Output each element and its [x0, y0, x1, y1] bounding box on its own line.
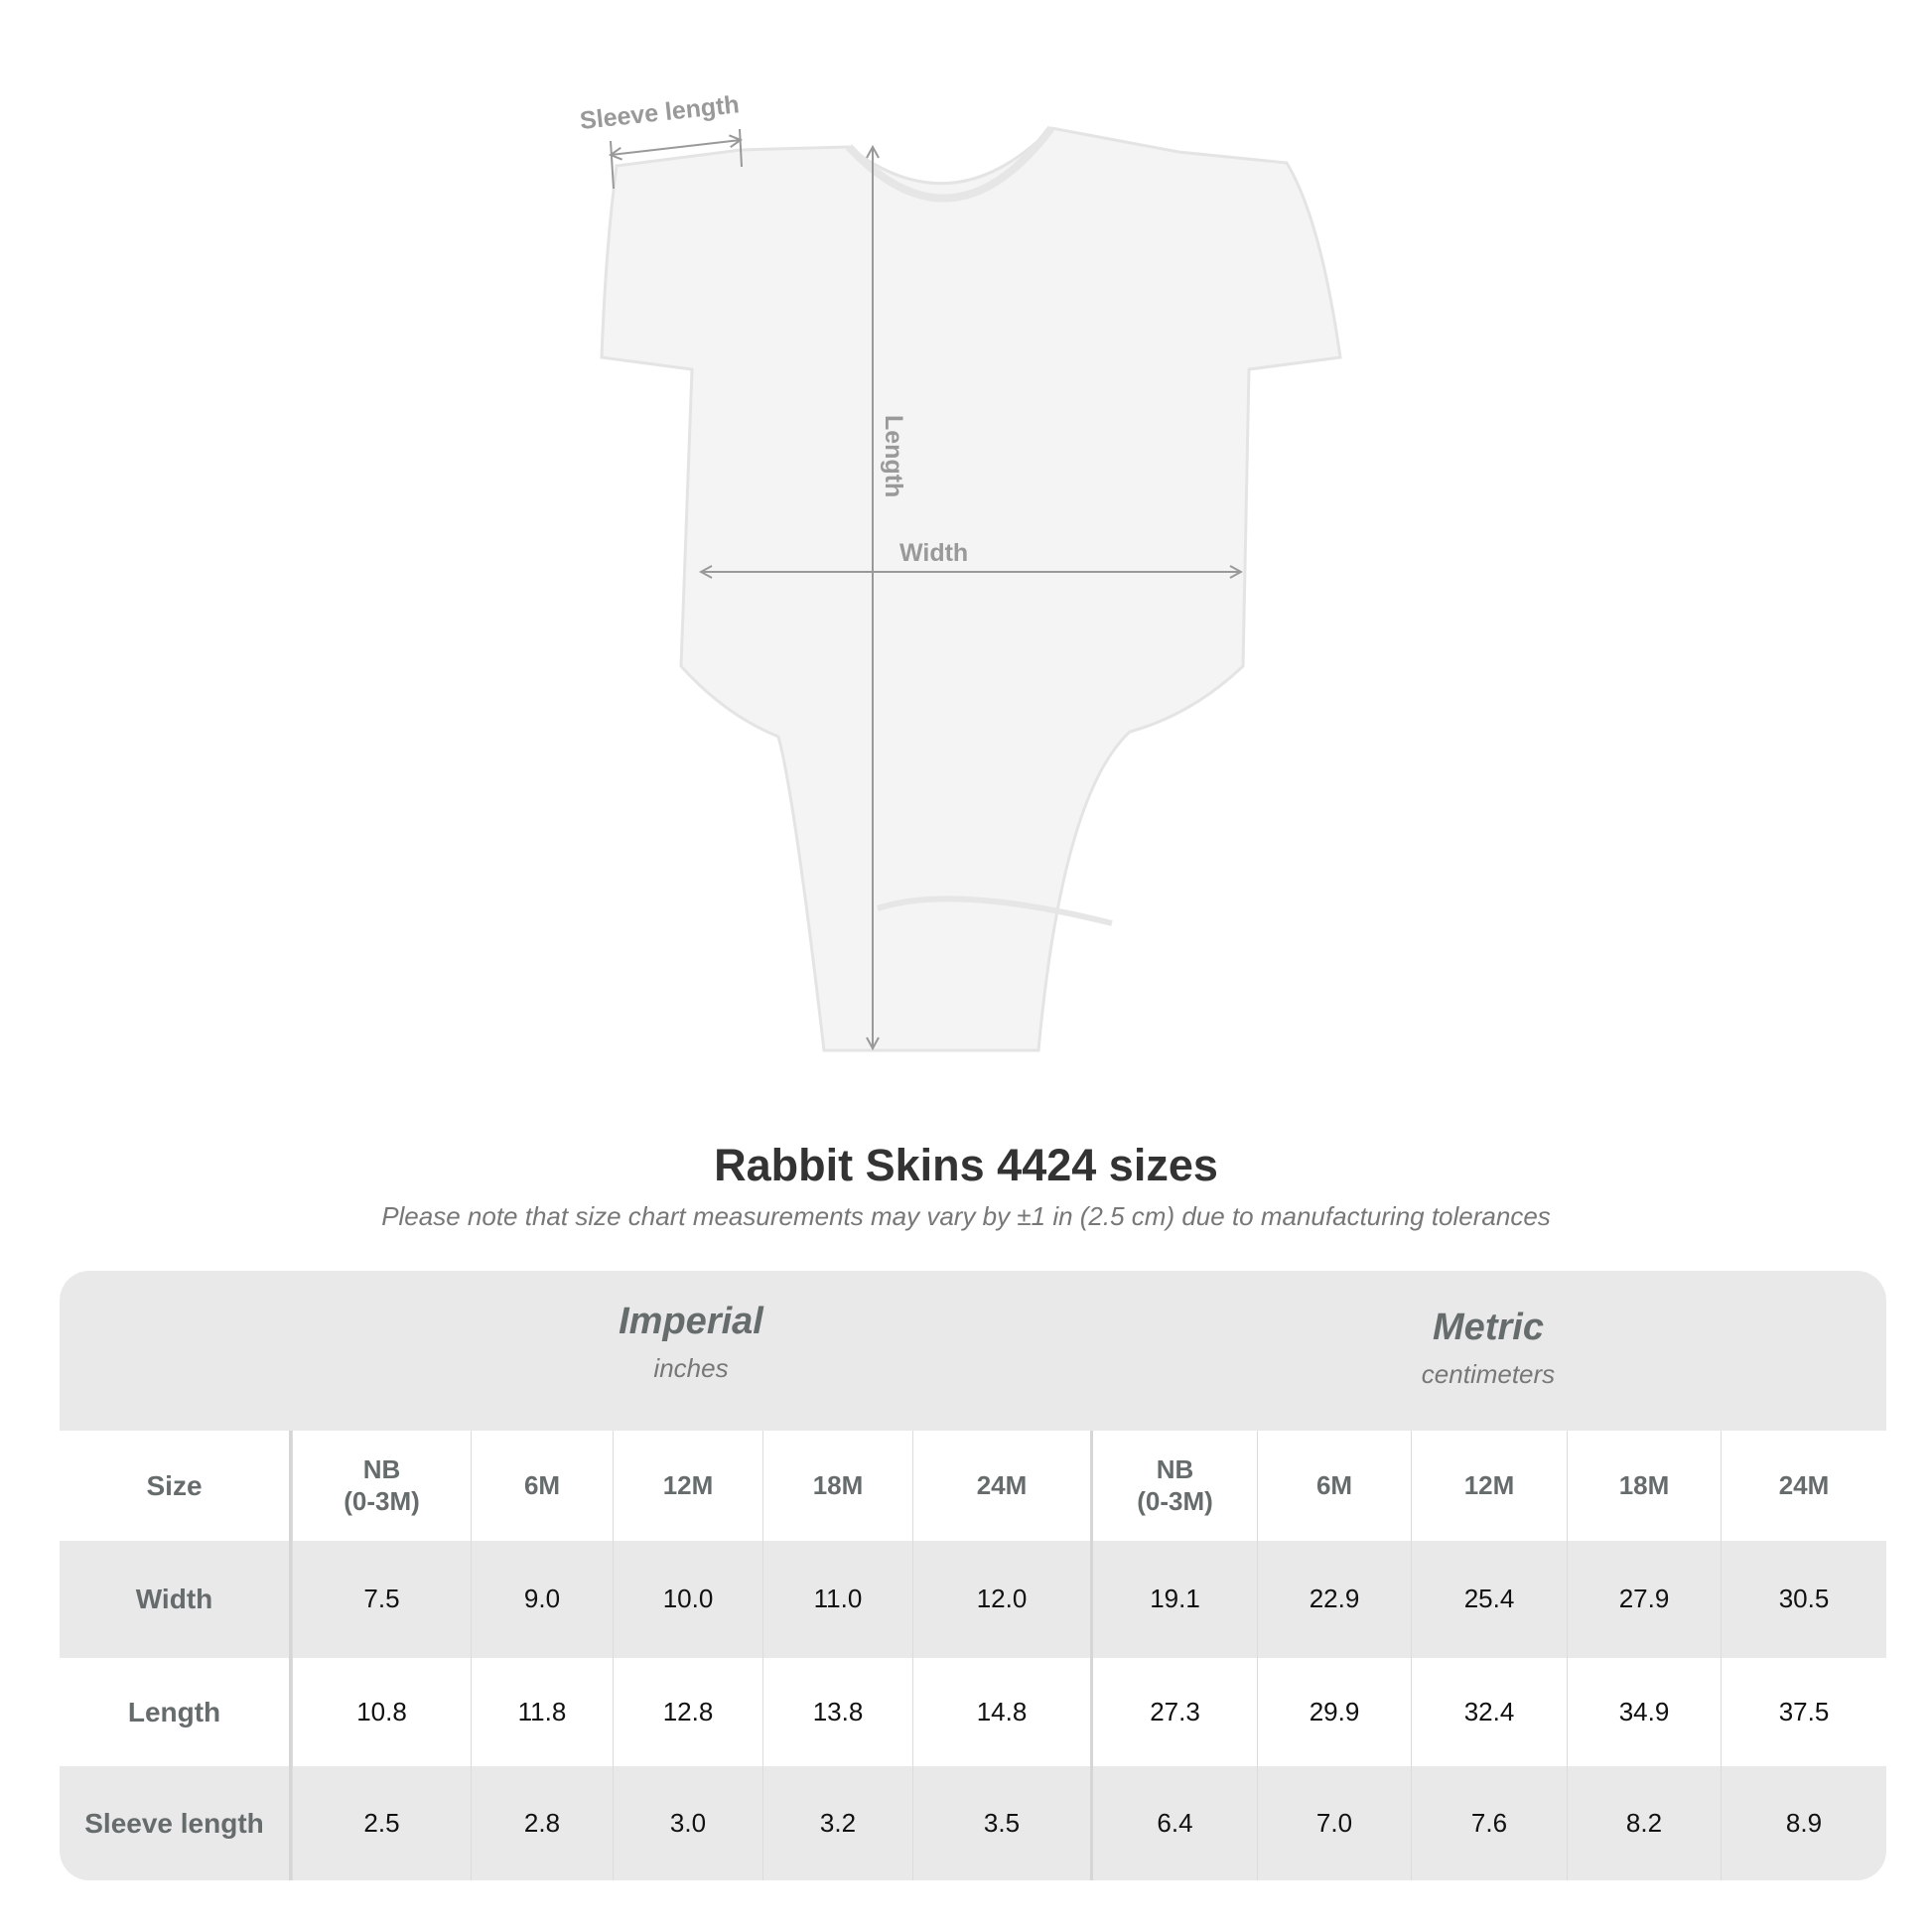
size-chart-table: Imperial inches Metric centimeters Size N…	[60, 1271, 1886, 1880]
table-cell: 27.3	[1090, 1658, 1257, 1766]
table-cell: 34.9	[1567, 1658, 1721, 1766]
metric-group: Metric centimeters	[1090, 1307, 1886, 1390]
table-cell: 7.5	[292, 1541, 471, 1658]
row-label: Width	[60, 1541, 292, 1658]
table-cell: 3.5	[912, 1766, 1090, 1880]
sleeve-arrow	[611, 140, 741, 155]
sleeve-length-label: Sleeve length	[579, 90, 741, 135]
table-cell: 25.4	[1411, 1541, 1567, 1658]
size-header-row: Size NB (0-3M) 6M 12M 18M 24M NB (0-3M) 6M 12M 18…	[60, 1431, 1886, 1541]
table-cell: 11.8	[471, 1658, 613, 1766]
size-column-header: 6M	[1257, 1431, 1411, 1541]
table-cell: 37.5	[1721, 1658, 1886, 1766]
table-cell: 14.8	[912, 1658, 1090, 1766]
table-cell: 12.0	[912, 1541, 1090, 1658]
row-label: Size	[60, 1431, 292, 1541]
group-name: Imperial	[619, 1301, 763, 1342]
table-row: Sleeve length 2.5 2.8 3.0 3.2 3.5 6.4 7.0 7.6 8.2…	[60, 1766, 1886, 1880]
table-cell: 3.0	[613, 1766, 762, 1880]
size-column-header: 12M	[613, 1431, 762, 1541]
table-cell: 11.0	[762, 1541, 912, 1658]
size-column-header: NB (0-3M)	[292, 1431, 471, 1541]
row-label: Sleeve length	[60, 1766, 292, 1880]
table-cell: 10.8	[292, 1658, 471, 1766]
table-row: Length 10.8 11.8 12.8 13.8 14.8 27.3 29.9 32.4 34…	[60, 1658, 1886, 1766]
table-cell: 27.9	[1567, 1541, 1721, 1658]
snap-flap	[877, 896, 1113, 926]
table-cell: 12.8	[613, 1658, 762, 1766]
table-cell: 7.6	[1411, 1766, 1567, 1880]
tolerance-note: Please note that size chart measurements…	[381, 1201, 1551, 1231]
unit-header: Imperial inches Metric centimeters	[60, 1271, 1886, 1431]
table-cell: 6.4	[1090, 1766, 1257, 1880]
onesie-diagram: Sleeve length Length Width	[579, 90, 1342, 1052]
group-unit: centimeters	[1421, 1359, 1556, 1389]
row-label: Length	[60, 1658, 292, 1766]
size-column-header: 18M	[1567, 1431, 1721, 1541]
size-column-header: 24M	[1721, 1431, 1886, 1541]
table-cell: 9.0	[471, 1541, 613, 1658]
table-cell: 2.5	[292, 1766, 471, 1880]
table-cell: 22.9	[1257, 1541, 1411, 1658]
table-cell: 19.1	[1090, 1541, 1257, 1658]
table-cell: 3.2	[762, 1766, 912, 1880]
width-label: Width	[899, 539, 968, 567]
size-column-header: 12M	[1411, 1431, 1567, 1541]
size-column-header: 18M	[762, 1431, 912, 1541]
table-cell: 29.9	[1257, 1658, 1411, 1766]
table-cell: 8.2	[1567, 1766, 1721, 1880]
group-unit: inches	[653, 1353, 729, 1383]
table-cell: 2.8	[471, 1766, 613, 1880]
table-cell: 10.0	[613, 1541, 762, 1658]
page-title: Rabbit Skins 4424 sizes	[714, 1140, 1218, 1190]
table-row: Width 7.5 9.0 10.0 11.0 12.0 19.1 22.9 25.4 27.9 3…	[60, 1541, 1886, 1658]
table-cell: 8.9	[1721, 1766, 1886, 1880]
table-cell: 7.0	[1257, 1766, 1411, 1880]
size-column-header: 24M	[912, 1431, 1090, 1541]
table-cell: 32.4	[1411, 1658, 1567, 1766]
table-cell: 30.5	[1721, 1541, 1886, 1658]
onesie-garment	[600, 126, 1342, 1052]
size-column-header: NB (0-3M)	[1090, 1431, 1257, 1541]
imperial-group: Imperial inches	[292, 1301, 1090, 1384]
table-cell: 13.8	[762, 1658, 912, 1766]
size-column-header: 6M	[471, 1431, 613, 1541]
group-name: Metric	[1433, 1307, 1544, 1348]
length-label: Length	[880, 415, 907, 497]
